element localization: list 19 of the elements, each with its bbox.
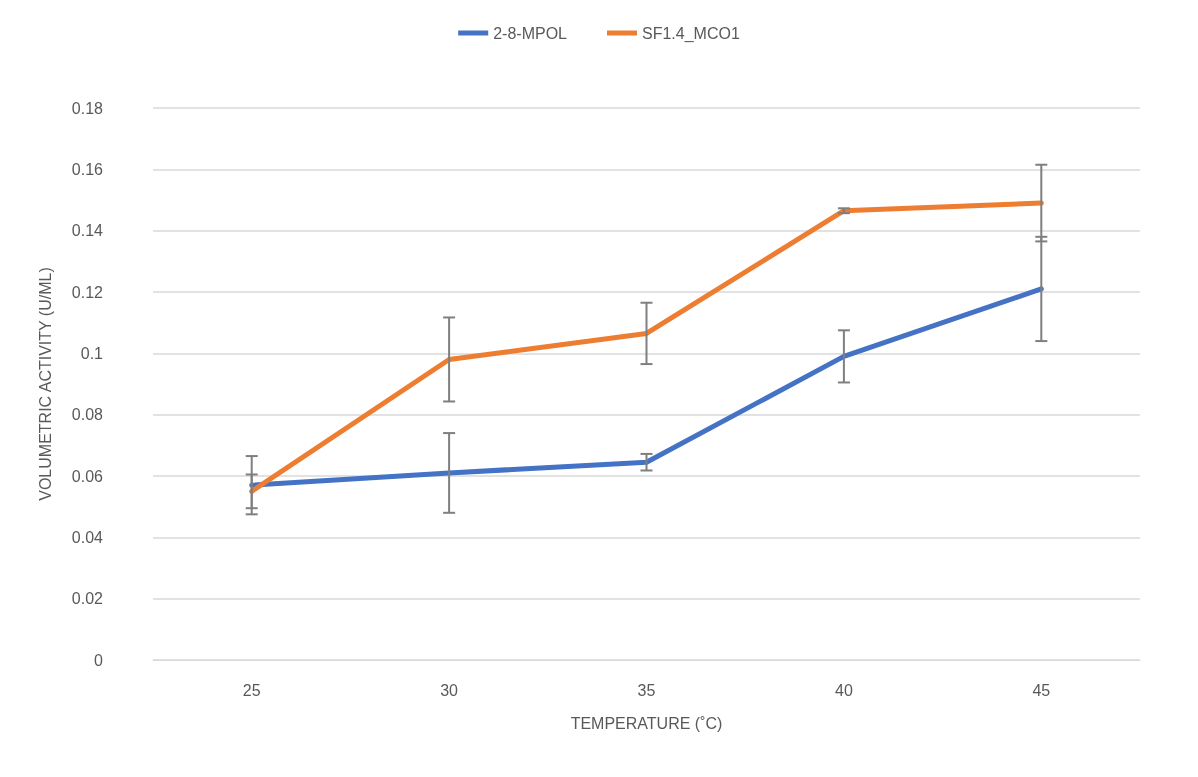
x-tick-label: 35 [637, 681, 656, 699]
x-axis-title: TEMPERATURE (˚C) [570, 714, 723, 732]
y-tick-label: 0.08 [71, 406, 104, 424]
y-tick-label: 0.04 [71, 528, 104, 546]
y-tick-label: 0 [94, 651, 104, 669]
y-tick-label: 0.1 [80, 344, 104, 362]
legend-label: 2-8-MPOL [493, 24, 568, 42]
x-tick-label: 40 [835, 681, 853, 699]
y-tick-label: 0.14 [71, 222, 104, 240]
y-tick-label: 0.16 [71, 160, 104, 178]
y-tick-label: 0.06 [71, 467, 104, 485]
y-tick-label: 0.02 [71, 590, 104, 608]
x-tick-label: 45 [1032, 681, 1051, 699]
y-tick-label: 0.12 [71, 283, 104, 301]
x-tick-label: 25 [242, 681, 261, 699]
y-tick-label: 0.18 [71, 99, 104, 117]
x-tick-label: 30 [440, 681, 459, 699]
legend-label: SF1.4_MCO1 [641, 24, 740, 43]
y-axis-title: VOLUMETRIC ACTIVITY (U/ML) [36, 267, 54, 501]
